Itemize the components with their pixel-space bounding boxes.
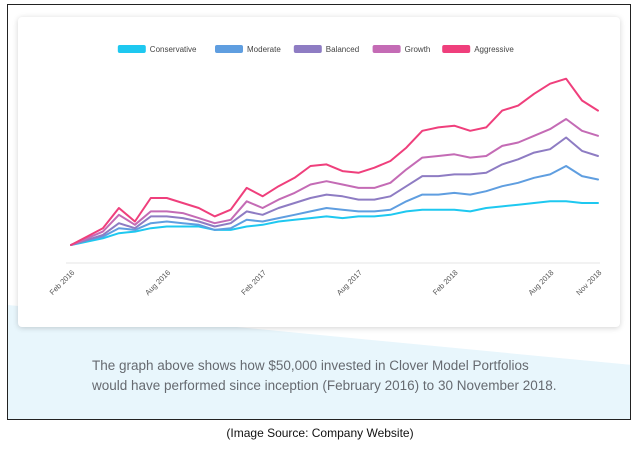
legend-item-balanced[interactable]: Balanced xyxy=(293,45,359,54)
chart-card: Conservative Moderate Balanced Growth Aggres… xyxy=(18,17,620,327)
legend-label: Aggressive xyxy=(474,45,514,54)
figure-frame: Conservative Moderate Balanced Growth Aggres… xyxy=(7,4,631,420)
x-tick-label: Aug 2017 xyxy=(335,268,364,297)
chart-caption: The graph above shows how $50,000 invest… xyxy=(92,358,557,393)
legend-item-aggressive[interactable]: Aggressive xyxy=(442,45,514,54)
legend-item-growth[interactable]: Growth xyxy=(372,45,431,54)
legend-item-moderate[interactable]: Moderate xyxy=(215,45,281,54)
legend-swatch xyxy=(293,45,322,53)
series-lines xyxy=(70,77,599,246)
legend-label: Growth xyxy=(405,45,431,54)
series-line-conservative xyxy=(70,200,599,246)
series-line-moderate xyxy=(70,165,599,246)
x-tick-label: Nov 2018 xyxy=(574,268,603,297)
background-shape xyxy=(8,305,630,419)
series-line-balanced xyxy=(70,136,599,246)
legend-label: Balanced xyxy=(326,45,359,54)
x-tick-label: Aug 2018 xyxy=(526,268,555,297)
x-tick-label: Feb 2018 xyxy=(431,268,460,297)
x-axis-ticks: Feb 2016 Aug 2016 Feb 2017 Aug 2017 Feb 2018… xyxy=(48,268,604,297)
legend-item-conservative[interactable]: Conservative xyxy=(117,45,197,54)
line-chart: Conservative Moderate Balanced Growth Aggres… xyxy=(48,45,604,297)
x-tick-label: Feb 2017 xyxy=(239,268,268,297)
legend-swatch xyxy=(372,45,401,53)
x-tick-label: Aug 2016 xyxy=(143,268,172,297)
x-tick-label: Feb 2016 xyxy=(48,268,77,297)
legend-swatch xyxy=(215,45,243,53)
legend-label: Moderate xyxy=(247,45,281,54)
series-line-aggressive xyxy=(70,77,599,246)
chart-legend: Conservative Moderate Balanced Growth Aggres… xyxy=(117,45,514,54)
image-source-note: (Image Source: Company Website) xyxy=(226,426,414,440)
legend-swatch xyxy=(117,45,146,53)
legend-label: Conservative xyxy=(150,45,197,54)
series-line-growth xyxy=(70,118,599,246)
legend-swatch xyxy=(442,45,471,53)
